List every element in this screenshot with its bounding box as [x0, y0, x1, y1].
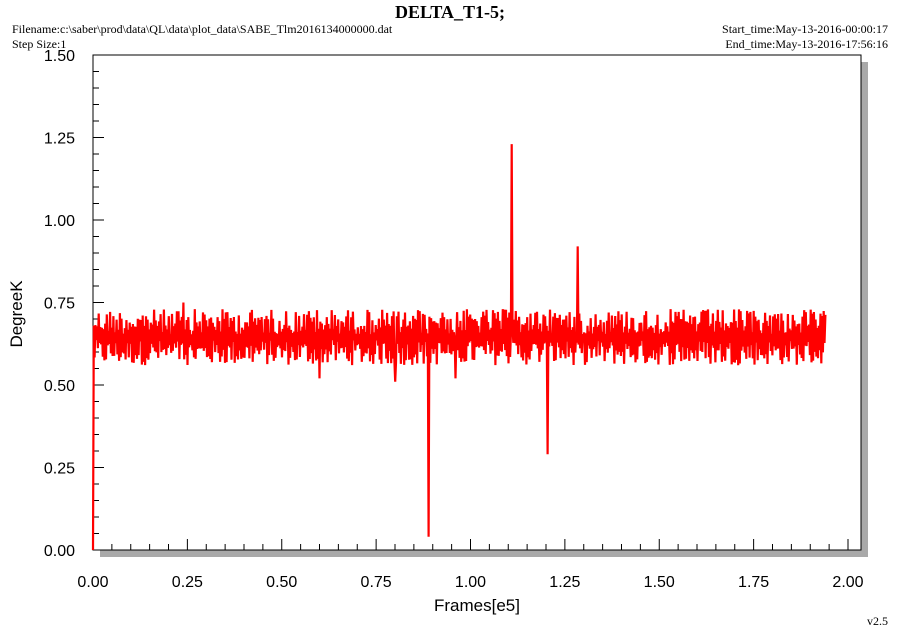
x-tick-label: 0.00 — [77, 574, 108, 591]
version-label: v2.5 — [867, 614, 888, 628]
x-tick-label: 0.50 — [266, 574, 297, 591]
tick-labels: 0.00 0.25 0.50 0.75 1.00 1.25 1.50 1.75 2.00 0.00… — [44, 48, 864, 591]
y-tick-label: 0.50 — [44, 378, 75, 395]
plot-area — [92, 54, 862, 551]
x-tick-label: 0.75 — [361, 574, 392, 591]
y-tick-label: 1.00 — [44, 213, 75, 230]
y-tick-label: 1.50 — [44, 48, 75, 65]
chart-title: DELTA_T1-5; — [394, 2, 506, 22]
start-time-text: Start_time:May-13-2016-00:00:17 — [722, 22, 888, 36]
x-tick-label: 1.25 — [549, 574, 580, 591]
x-tick-label: 0.25 — [172, 574, 203, 591]
x-axis-label: Frames[e5] — [434, 596, 520, 615]
x-tick-label: 1.50 — [644, 574, 675, 591]
x-tick-label: 1.00 — [455, 574, 486, 591]
y-tick-label: 0.75 — [44, 296, 75, 313]
series-path — [91, 144, 827, 551]
step-size-text: Step Size:1 — [12, 37, 67, 51]
y-tick-label: 1.25 — [44, 131, 75, 148]
y-tick-label: 0.00 — [44, 543, 75, 560]
y-tick-label: 0.25 — [44, 461, 75, 478]
series-line — [91, 144, 827, 551]
x-tick-label: 2.00 — [832, 574, 863, 591]
end-time-text: End_time:May-13-2016-17:56:16 — [725, 37, 888, 51]
y-axis-label: DegreeK — [7, 280, 26, 348]
x-tick-label: 1.75 — [738, 574, 769, 591]
filename-text: Filename:c:\saber\prod\data\QL\data\plot… — [12, 22, 393, 36]
